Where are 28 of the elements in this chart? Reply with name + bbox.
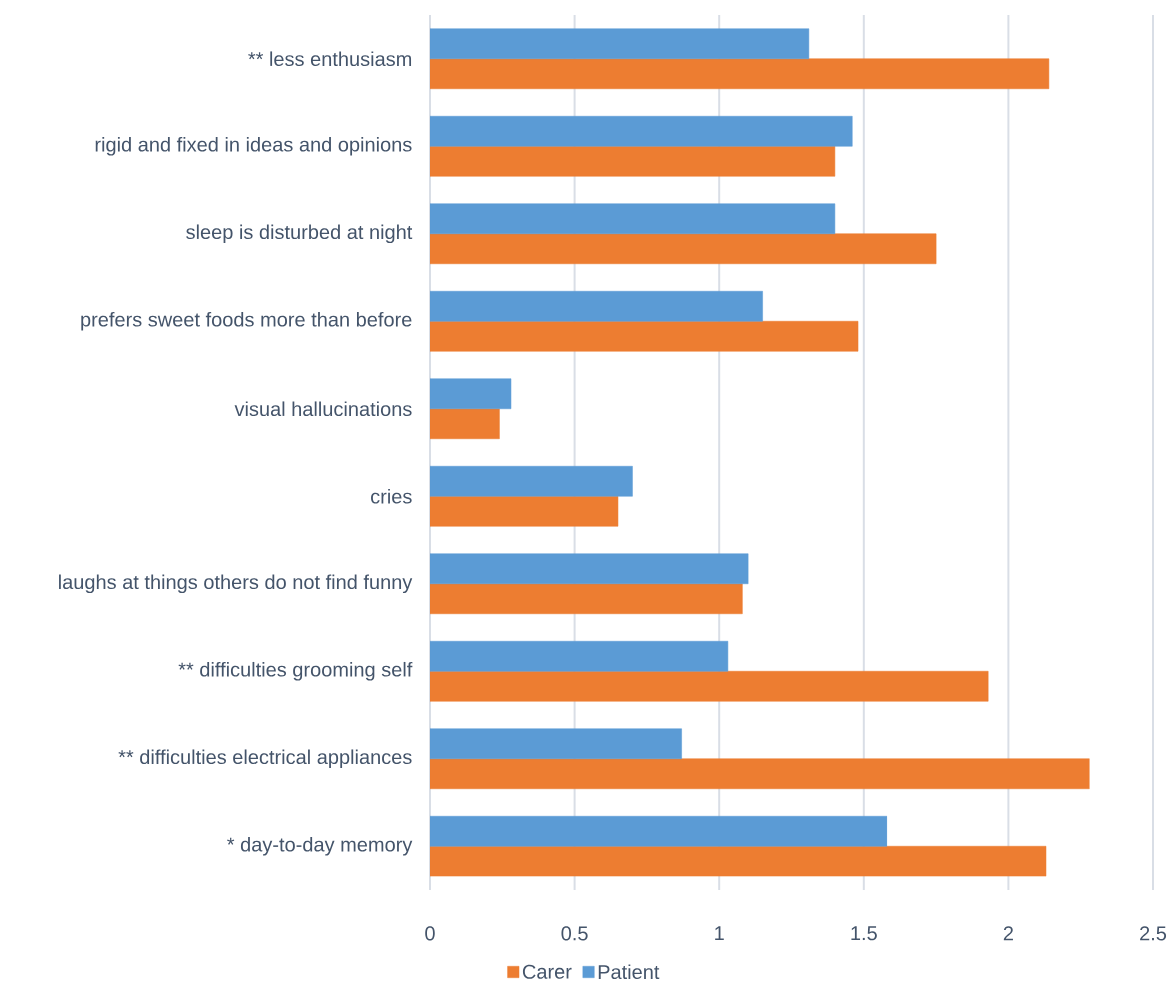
x-tick-label: 0.5: [561, 926, 588, 941]
bar: [430, 378, 512, 410]
bar: [430, 640, 729, 672]
x-tick-label: 0: [425, 926, 435, 941]
bar: [430, 28, 810, 60]
bar: [430, 290, 763, 322]
bar: [430, 815, 888, 847]
y-tick-label: prefers sweet foods more than before: [81, 311, 412, 331]
y-tick-label: sleep is disturbed at night: [186, 224, 413, 244]
bar: [430, 203, 836, 235]
bar: [430, 115, 853, 147]
x-tick-label: 2.5: [1140, 926, 1167, 941]
y-tick-label: laughs at things others do not find funny: [59, 574, 413, 594]
legend-label: Carer: [522, 964, 572, 979]
y-tick-label: cries: [371, 488, 412, 504]
x-tick-label: 1.5: [851, 926, 877, 941]
y-tick-label: visual hallucinations: [234, 401, 412, 417]
bar: [430, 553, 749, 585]
x-tick-label: 1: [715, 926, 724, 941]
y-tick-label: * day-to-day memory: [227, 836, 413, 856]
y-tick-label: ** difficulties grooming self: [178, 661, 413, 681]
x-tick-label: 2: [1003, 926, 1013, 941]
legend-label: Patient: [598, 964, 660, 980]
y-tick-label: ** difficulties electrical appliances: [118, 749, 412, 769]
y-tick-label: ** less enthusiasm: [248, 51, 412, 67]
bar: [430, 465, 633, 497]
bar: [430, 728, 682, 760]
y-tick-label: rigid and fixed in ideas and opinions: [95, 136, 412, 156]
